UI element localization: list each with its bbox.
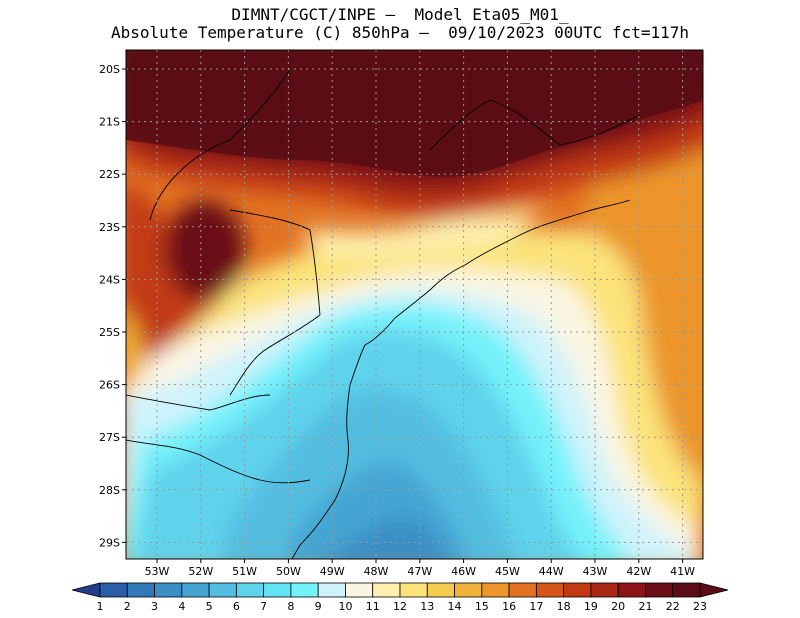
colorbar-box bbox=[590, 582, 619, 598]
colorbar-label: 15 bbox=[475, 600, 489, 613]
lat-label: 26S bbox=[99, 379, 120, 392]
colorbar-box bbox=[154, 582, 183, 598]
lon-label: 47W bbox=[407, 565, 432, 578]
colorbar-box bbox=[99, 582, 128, 598]
colorbar-label: 18 bbox=[557, 600, 571, 613]
colorbar-label: 11 bbox=[366, 600, 380, 613]
colorbar-box bbox=[672, 582, 701, 598]
latitude-labels: 20S 21S 22S 23S 24S 25S 26S 27S 28S 29S bbox=[99, 63, 126, 549]
colorbar-label: 2 bbox=[124, 600, 131, 613]
colorbar bbox=[71, 582, 729, 598]
colorbar-box bbox=[426, 582, 455, 598]
map-frame bbox=[125, 49, 704, 560]
lat-label: 23S bbox=[99, 221, 120, 234]
colorbar-label: 14 bbox=[448, 600, 462, 613]
colorbar-label: 9 bbox=[315, 600, 322, 613]
colorbar-box bbox=[290, 582, 319, 598]
colorbar-label: 7 bbox=[260, 600, 267, 613]
lon-label: 49W bbox=[320, 565, 345, 578]
colorbar-box bbox=[508, 582, 537, 598]
colorbar-box bbox=[181, 582, 210, 598]
colorbar-arrow-high bbox=[699, 582, 729, 598]
colorbar-label: 6 bbox=[233, 600, 240, 613]
lat-label: 25S bbox=[99, 326, 120, 339]
colorbar-box bbox=[535, 582, 565, 598]
lon-label: 51W bbox=[232, 565, 257, 578]
lon-label: 43W bbox=[583, 565, 608, 578]
colorbar-box bbox=[235, 582, 265, 598]
colorbar-label: 17 bbox=[529, 600, 543, 613]
map-title-line2: Absolute Temperature (C) 850hPa – 09/10/… bbox=[111, 23, 689, 42]
lat-label: 27S bbox=[99, 431, 120, 444]
colorbar-box bbox=[345, 582, 374, 598]
lat-label: 21S bbox=[99, 116, 120, 129]
colorbar-box bbox=[617, 582, 646, 598]
colorbar-label: 13 bbox=[420, 600, 434, 613]
lat-label: 20S bbox=[99, 63, 120, 76]
colorbar-label: 22 bbox=[666, 600, 680, 613]
colorbar-box bbox=[317, 582, 346, 598]
colorbar-box bbox=[208, 582, 237, 598]
coastline bbox=[126, 69, 641, 559]
colorbar-box bbox=[481, 582, 510, 598]
longitude-labels: 53W 52W 51W 50W 49W 48W 47W 46W 45W 44W 43W 42W 41W bbox=[145, 559, 695, 578]
map-title-line1: DIMNT/CGCT/INPE – Model Eta05_M01_ bbox=[231, 5, 569, 24]
lon-label: 45W bbox=[495, 565, 520, 578]
colorbar-label: 5 bbox=[206, 600, 213, 613]
colorbar-label: 1 bbox=[97, 600, 104, 613]
lon-label: 50W bbox=[276, 565, 301, 578]
lon-label: 53W bbox=[145, 565, 170, 578]
colorbar-label: 8 bbox=[287, 600, 294, 613]
colorbar-box bbox=[563, 582, 592, 598]
colorbar-label: 3 bbox=[151, 600, 158, 613]
lon-label: 41W bbox=[670, 565, 695, 578]
lon-label: 44W bbox=[539, 565, 564, 578]
colorbar-label: 4 bbox=[178, 600, 185, 613]
colorbar-box bbox=[263, 582, 292, 598]
lon-label: 46W bbox=[451, 565, 476, 578]
lon-label: 52W bbox=[188, 565, 213, 578]
lat-label: 22S bbox=[99, 168, 120, 181]
colorbar-labels: 1 2 3 4 5 6 7 8 9 10 11 12 13 14 15 16 17 18 19 20 21 22 23 bbox=[97, 600, 708, 613]
colorbar-arrow-low bbox=[71, 582, 101, 598]
colorbar-box bbox=[399, 582, 428, 598]
colorbar-box bbox=[126, 582, 155, 598]
colorbar-label: 10 bbox=[338, 600, 352, 613]
colorbar-box bbox=[372, 582, 401, 598]
graticule bbox=[126, 50, 703, 559]
colorbar-label: 20 bbox=[611, 600, 625, 613]
colorbar-label: 21 bbox=[638, 600, 652, 613]
lat-label: 28S bbox=[99, 484, 120, 497]
colorbar-box bbox=[454, 582, 483, 598]
lon-label: 48W bbox=[364, 565, 389, 578]
lat-label: 24S bbox=[99, 273, 120, 286]
colorbar-label: 12 bbox=[393, 600, 407, 613]
temperature-field bbox=[126, 50, 703, 559]
colorbar-label: 23 bbox=[693, 600, 707, 613]
lat-label: 29S bbox=[99, 536, 120, 549]
colorbar-box bbox=[645, 582, 674, 598]
colorbar-label: 19 bbox=[584, 600, 598, 613]
colorbar-label: 16 bbox=[502, 600, 516, 613]
lon-label: 42W bbox=[626, 565, 651, 578]
